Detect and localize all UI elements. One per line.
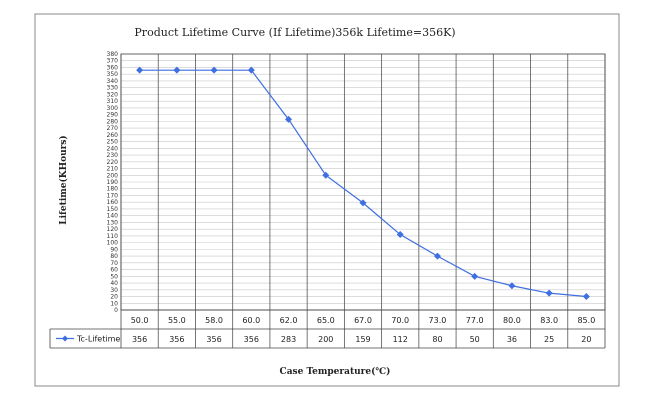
data-point <box>247 66 255 74</box>
data-point <box>173 66 181 74</box>
y-tick-label: 80 <box>110 253 118 260</box>
x-category-label: 80.0 <box>503 316 521 325</box>
y-tick-label: 60 <box>110 267 118 274</box>
y-tick-label: 240 <box>107 145 119 152</box>
y-tick-label: 340 <box>107 78 119 85</box>
chart-frame <box>34 13 620 387</box>
y-tick-label: 190 <box>107 179 119 186</box>
data-table-value: 20 <box>581 335 591 344</box>
data-table-value: 200 <box>318 335 333 344</box>
data-point <box>545 289 553 297</box>
data-table-value: 356 <box>132 335 147 344</box>
data-point <box>210 66 218 74</box>
y-tick-label: 210 <box>107 166 119 173</box>
x-category-label: 60.0 <box>242 316 260 325</box>
y-tick-label: 10 <box>110 300 118 307</box>
y-tick-label: 250 <box>107 139 119 146</box>
y-tick-label: 180 <box>107 186 119 193</box>
y-tick-label: 380 <box>107 51 119 58</box>
y-tick-label: 360 <box>107 64 119 71</box>
y-tick-label: 280 <box>107 118 119 125</box>
x-category-label: 67.0 <box>354 316 372 325</box>
legend-label: Tc-Lifetime <box>76 335 120 344</box>
data-table: 50.0 55.0 58.0 60.0 62.0 65.0 67.0 70.0 73.0 77.0… <box>49 309 605 349</box>
y-tick-label: 150 <box>107 206 119 213</box>
y-tick-label: 260 <box>107 132 119 139</box>
data-table-value: 356 <box>244 335 259 344</box>
x-category-label: 83.0 <box>540 316 558 325</box>
data-table-value: 25 <box>544 335 554 344</box>
y-tick-label: 40 <box>110 280 118 287</box>
data-table-value: 36 <box>507 335 517 344</box>
y-tick-label: 100 <box>107 240 119 247</box>
y-tick-label: 290 <box>107 112 119 119</box>
data-point <box>471 272 479 280</box>
data-point <box>396 231 404 239</box>
y-tick-label: 310 <box>107 98 119 105</box>
y-tick-label: 70 <box>110 260 118 267</box>
x-category-label: 73.0 <box>429 316 447 325</box>
data-table-value: 159 <box>355 335 370 344</box>
data-point <box>285 115 293 123</box>
y-tick-label: 370 <box>107 58 119 65</box>
x-category-label: 62.0 <box>280 316 298 325</box>
grid <box>120 53 606 348</box>
data-point <box>359 199 367 207</box>
y-tick-label: 140 <box>107 213 119 220</box>
y-tick-label: 170 <box>107 192 119 199</box>
data-point <box>136 66 144 74</box>
y-tick-label: 300 <box>107 105 119 112</box>
y-tick-label: 110 <box>107 233 119 240</box>
y-tick-label: 0 <box>114 307 118 314</box>
y-tick-label: 160 <box>107 199 119 206</box>
x-category-label: 50.0 <box>131 316 149 325</box>
y-tick-label: 30 <box>110 287 118 294</box>
series-layer <box>136 66 590 301</box>
data-point <box>582 293 590 301</box>
y-tick-label: 230 <box>107 152 119 159</box>
y-tick-labels: 0102030405060708090100110120130140150160… <box>107 51 119 314</box>
y-tick-label: 90 <box>110 246 118 253</box>
x-category-label: 55.0 <box>168 316 186 325</box>
y-tick-label: 130 <box>107 219 119 226</box>
x-category-label: 77.0 <box>466 316 484 325</box>
chart-title: Product Lifetime Curve (If Lifetime)356k… <box>134 26 455 39</box>
data-table-value: 112 <box>393 335 408 344</box>
y-tick-label: 200 <box>107 172 119 179</box>
legend-marker <box>62 335 68 342</box>
x-axis-title: Case Temperature(℃) <box>280 366 391 377</box>
data-point <box>508 282 516 290</box>
y-tick-label: 20 <box>110 294 118 301</box>
y-axis-title: Lifetime(KHours) <box>58 135 69 224</box>
data-table-value: 80 <box>432 335 442 344</box>
y-tick-label: 50 <box>110 273 118 280</box>
y-tick-label: 330 <box>107 85 119 92</box>
y-tick-label: 120 <box>107 226 119 233</box>
data-table-value: 356 <box>169 335 184 344</box>
data-table-value: 356 <box>206 335 221 344</box>
x-category-label: 70.0 <box>391 316 409 325</box>
x-category-label: 85.0 <box>577 316 595 325</box>
y-tick-label: 350 <box>107 71 119 78</box>
data-table-value: 50 <box>470 335 480 344</box>
y-tick-label: 320 <box>107 91 119 98</box>
data-point <box>433 252 441 260</box>
y-tick-label: 270 <box>107 125 119 132</box>
x-category-label: 65.0 <box>317 316 335 325</box>
data-table-value: 283 <box>281 335 296 344</box>
x-category-label: 58.0 <box>205 316 223 325</box>
data-point <box>322 171 330 179</box>
y-tick-label: 220 <box>107 159 119 166</box>
